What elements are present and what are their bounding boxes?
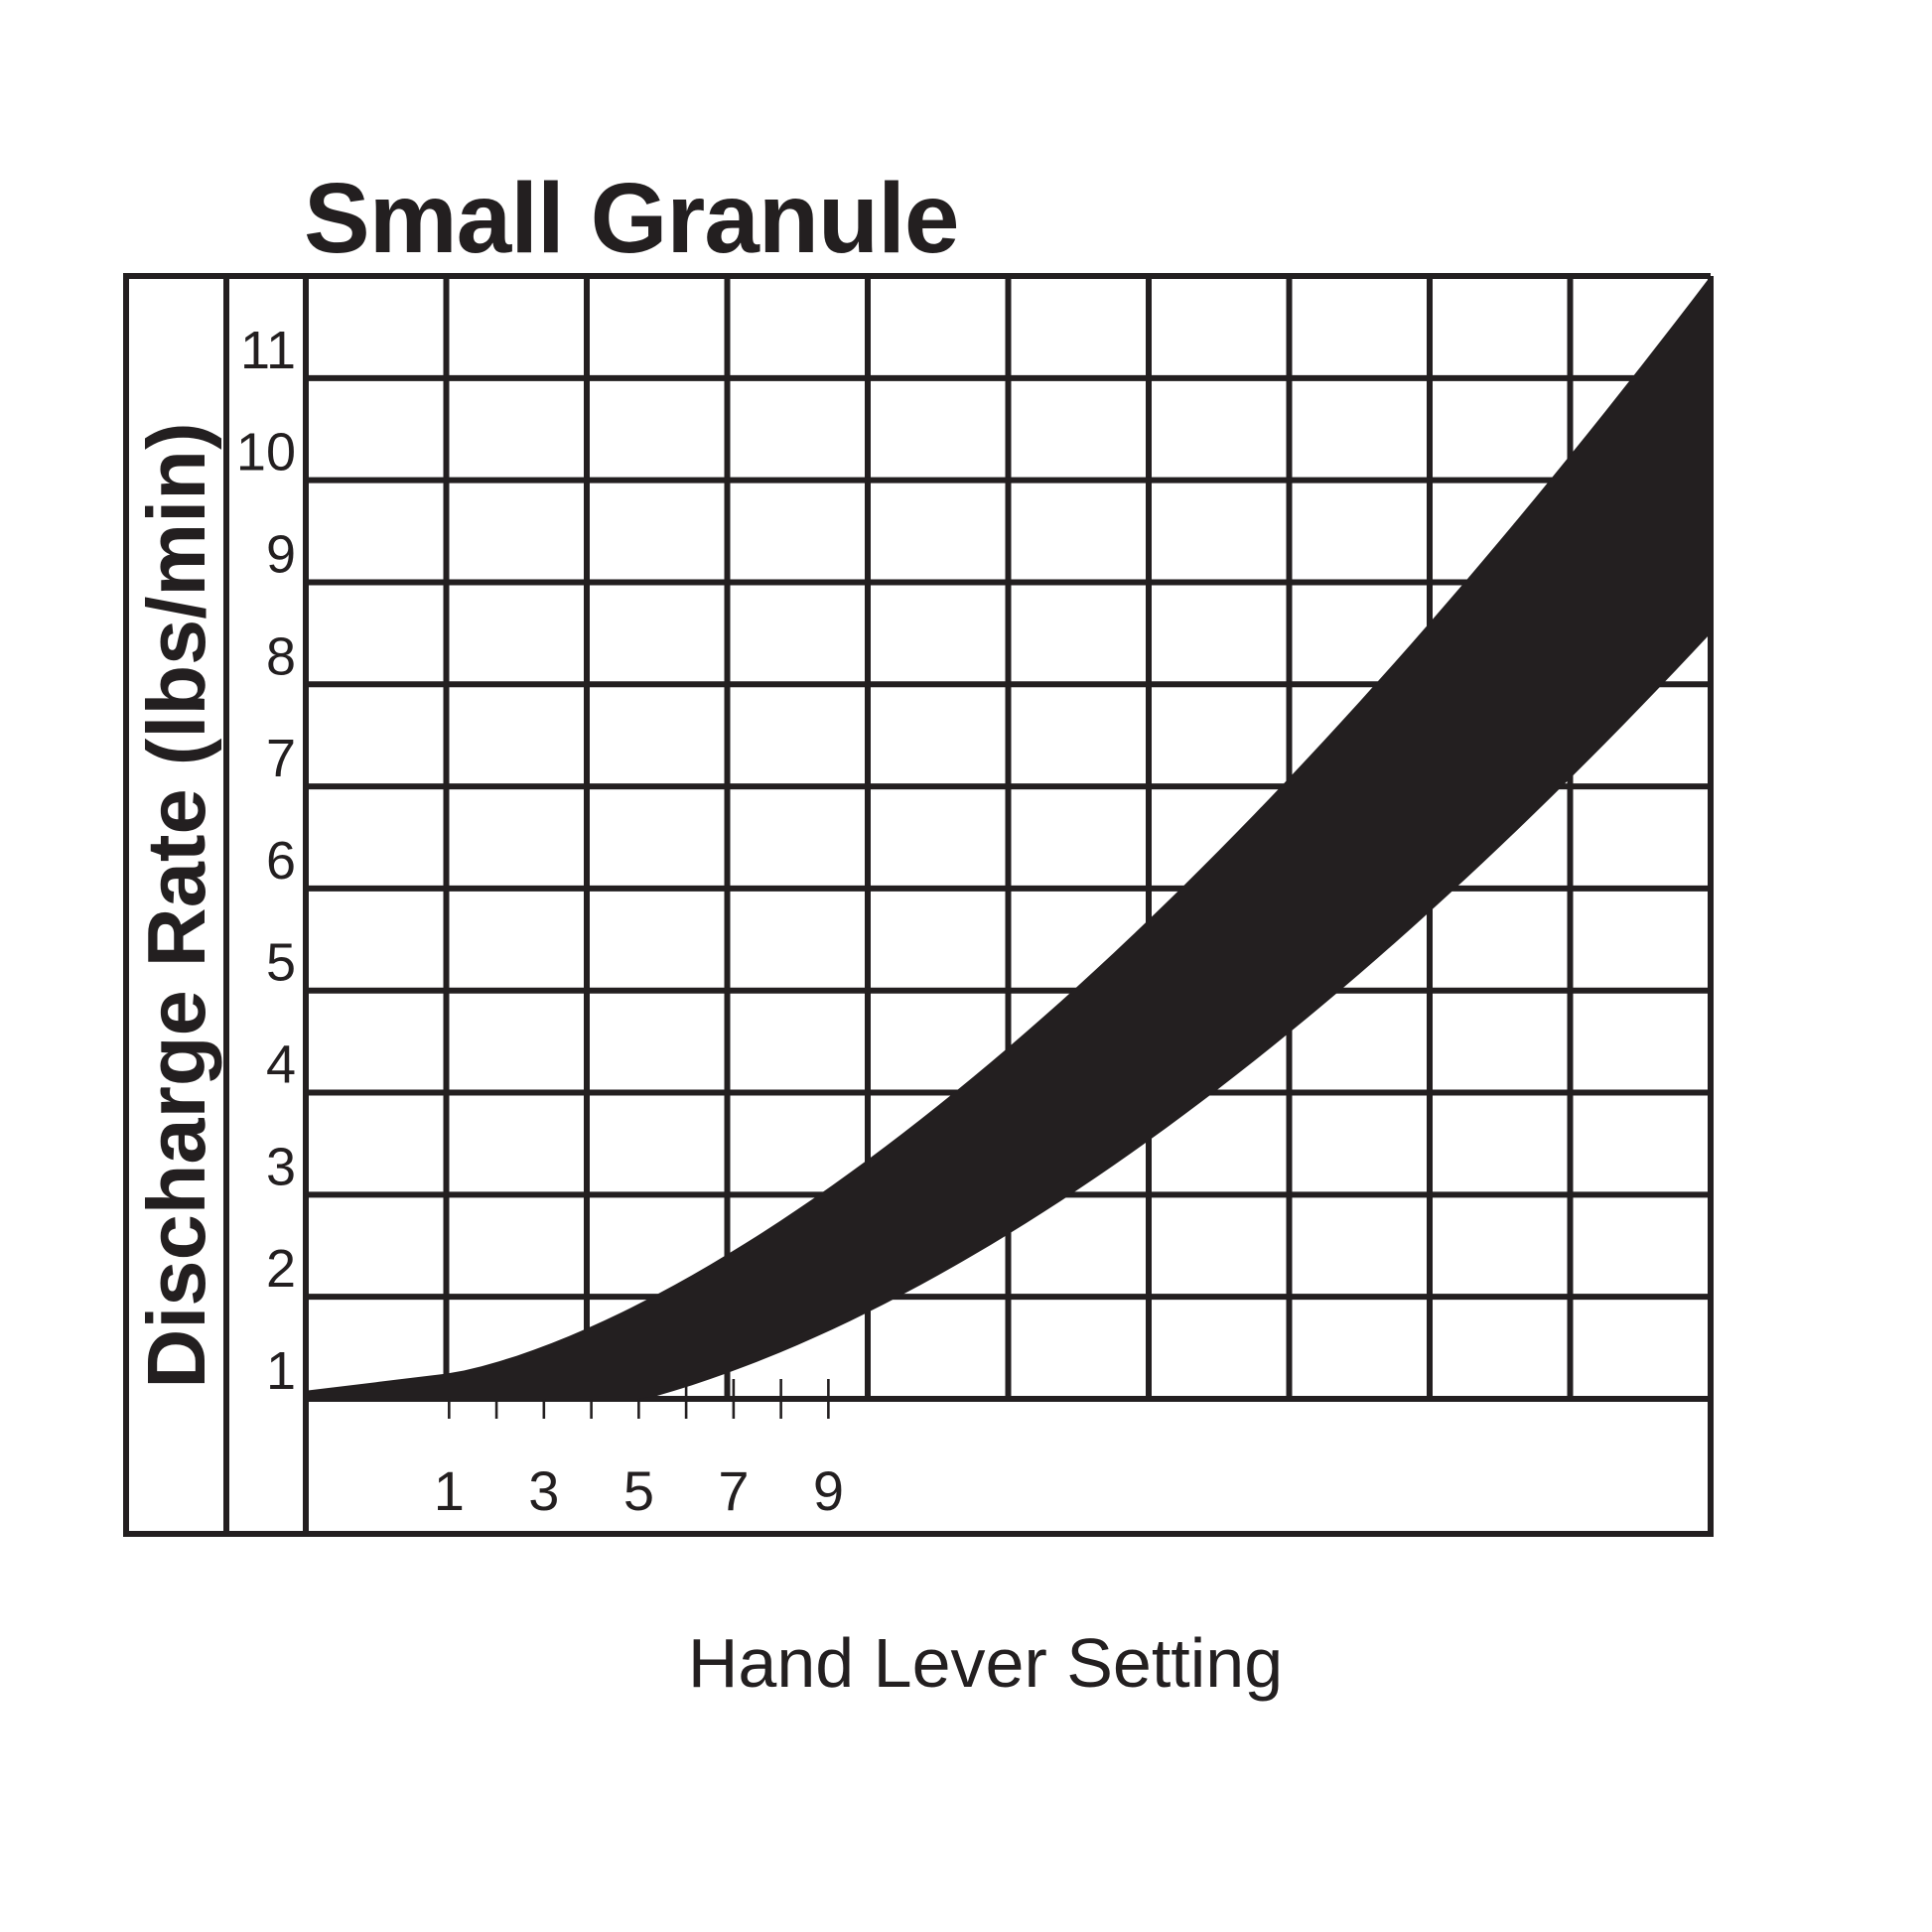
svg-text:4: 4 bbox=[266, 1035, 296, 1095]
svg-text:9: 9 bbox=[813, 1459, 844, 1522]
svg-text:8: 8 bbox=[266, 626, 296, 686]
svg-text:5: 5 bbox=[623, 1459, 654, 1522]
svg-text:7: 7 bbox=[718, 1459, 749, 1522]
svg-text:1: 1 bbox=[434, 1459, 465, 1522]
svg-text:5: 5 bbox=[266, 933, 296, 993]
svg-text:3: 3 bbox=[528, 1459, 559, 1522]
svg-text:11: 11 bbox=[240, 321, 296, 380]
svg-text:9: 9 bbox=[266, 525, 296, 585]
svg-text:3: 3 bbox=[266, 1137, 296, 1196]
svg-text:2: 2 bbox=[266, 1239, 296, 1299]
svg-text:1: 1 bbox=[266, 1341, 296, 1401]
svg-text:7: 7 bbox=[266, 729, 296, 788]
svg-text:6: 6 bbox=[266, 831, 296, 891]
svg-text:10: 10 bbox=[236, 423, 296, 483]
